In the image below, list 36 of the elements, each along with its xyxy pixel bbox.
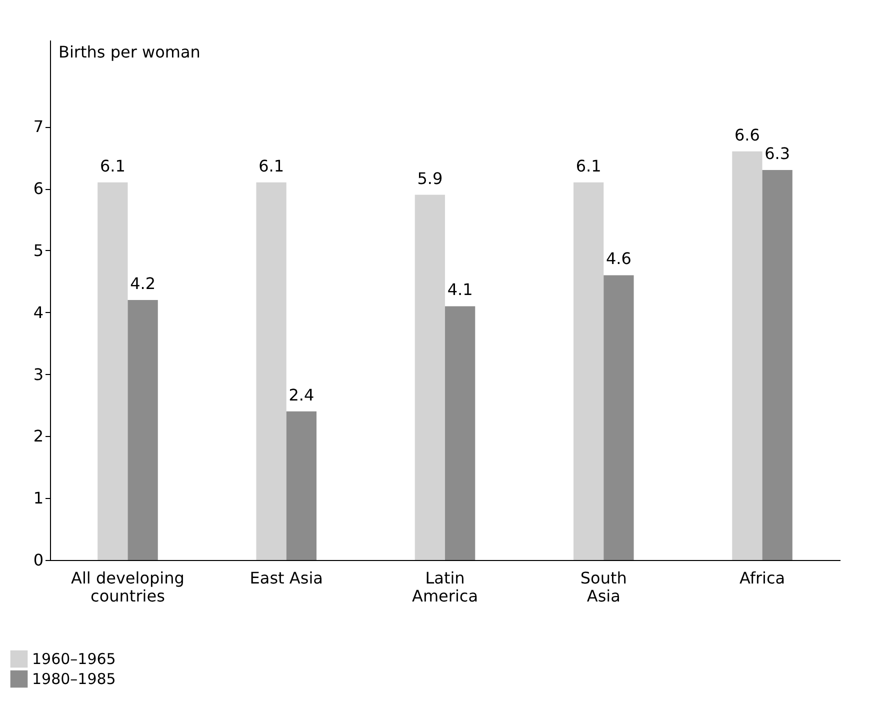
legend-label: 1960–1965: [32, 650, 116, 668]
bar: [732, 151, 762, 560]
bar: [573, 182, 604, 560]
data-label: 4.2: [130, 274, 156, 293]
y-tick-label: 0: [33, 550, 44, 570]
data-label: 2.4: [288, 385, 314, 404]
data-label: 6.1: [576, 156, 602, 176]
x-tick-label: South Asia: [580, 568, 627, 606]
y-tick-label: 3: [33, 364, 44, 384]
data-label: 6.1: [100, 156, 126, 176]
y-tick-label: 6: [33, 179, 44, 198]
y-tick-label: 7: [33, 117, 44, 136]
bar: [414, 194, 445, 560]
data-label: 4.1: [447, 280, 473, 300]
x-tick-label: Africa: [739, 568, 786, 588]
bar: [604, 275, 634, 560]
data-label: 6.6: [734, 125, 760, 144]
y-tick-label: 5: [33, 240, 44, 260]
x-tick-label: All developing countries: [71, 568, 184, 606]
data-label: 5.9: [417, 168, 443, 188]
y-axis-title: Births per woman: [58, 42, 200, 62]
data-label: 6.1: [258, 156, 284, 176]
x-tick-label: Latin America: [412, 568, 478, 606]
data-label: 6.3: [764, 144, 790, 163]
y-tick-label: 1: [33, 488, 44, 508]
y-tick-label: 4: [33, 302, 44, 322]
x-tick-label: East Asia: [250, 568, 323, 588]
bar: [445, 306, 476, 560]
bar: [128, 300, 158, 560]
bar: [98, 182, 128, 560]
bar: [256, 182, 286, 560]
bar: [762, 170, 792, 560]
legend-label: 1980–1985: [32, 670, 116, 688]
bar: [286, 411, 317, 560]
y-tick-label: 2: [33, 426, 44, 446]
data-label: 4.6: [606, 249, 632, 268]
